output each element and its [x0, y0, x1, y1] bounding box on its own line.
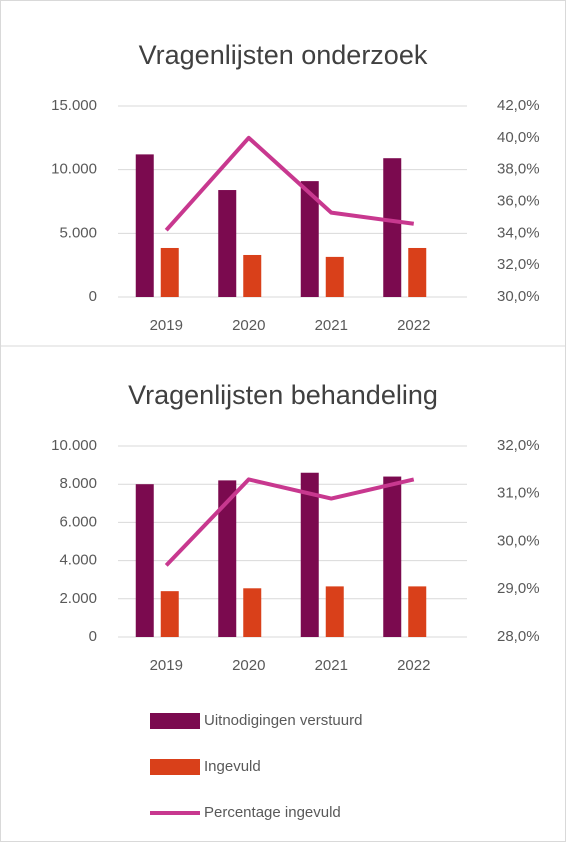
y2-tick-label: 28,0% [497, 628, 540, 645]
line [164, 135, 415, 232]
line [164, 477, 415, 567]
bar [300, 181, 319, 297]
y-tick-label: 4.000 [59, 552, 97, 569]
y2-tick-label: 30,0% [497, 532, 540, 549]
y-tick-label: 8.000 [59, 475, 97, 492]
y-tick-label: 10.000 [51, 161, 97, 178]
y-tick-label: 2.000 [59, 590, 97, 607]
x-tick-label: 2022 [397, 317, 430, 334]
bar [160, 591, 179, 637]
x-tick-label: 2020 [232, 657, 265, 674]
legend-swatch [150, 759, 200, 775]
bar [408, 247, 427, 297]
bar [243, 254, 262, 297]
x-tick-label: 2022 [397, 657, 430, 674]
y2-tick-label: 31,0% [497, 485, 540, 502]
y2-tick-label: 29,0% [497, 580, 540, 597]
x-tick-label: 2021 [315, 317, 348, 334]
y2-tick-label: 36,0% [497, 192, 540, 209]
bar [218, 190, 237, 297]
bar [135, 484, 154, 637]
x-tick-label: 2020 [232, 317, 265, 334]
bar [325, 256, 344, 297]
bar [300, 472, 319, 637]
y2-tick-label: 32,0% [497, 437, 540, 454]
y2-tick-label: 34,0% [497, 224, 540, 241]
chart-title: Vragenlijsten onderzoek [139, 40, 428, 70]
y2-tick-label: 32,0% [497, 256, 540, 273]
y2-tick-label: 38,0% [497, 161, 540, 178]
legend-label: Percentage ingevuld [204, 804, 341, 821]
bar [135, 154, 154, 297]
y2-tick-label: 40,0% [497, 129, 540, 146]
bar [408, 586, 427, 637]
y2-tick-label: 30,0% [497, 288, 540, 305]
x-tick-label: 2021 [315, 657, 348, 674]
y-tick-label: 6.000 [59, 513, 97, 530]
y-tick-label: 0 [89, 628, 97, 645]
y-tick-label: 10.000 [51, 437, 97, 454]
bar [160, 247, 179, 297]
bar [218, 480, 237, 637]
legend-label: Ingevuld [204, 758, 261, 775]
bar [383, 158, 402, 297]
bar [243, 588, 262, 637]
bar [325, 586, 344, 637]
bar [383, 476, 402, 637]
y2-tick-label: 42,0% [497, 97, 540, 114]
x-tick-label: 2019 [150, 317, 183, 334]
y-tick-label: 0 [89, 288, 97, 305]
y-tick-label: 5.000 [59, 224, 97, 241]
legend-swatch [150, 713, 200, 729]
legend-label: Uitnodigingen verstuurd [204, 712, 362, 729]
x-tick-label: 2019 [150, 657, 183, 674]
chart-title: Vragenlijsten behandeling [128, 380, 438, 410]
y-tick-label: 15.000 [51, 97, 97, 114]
